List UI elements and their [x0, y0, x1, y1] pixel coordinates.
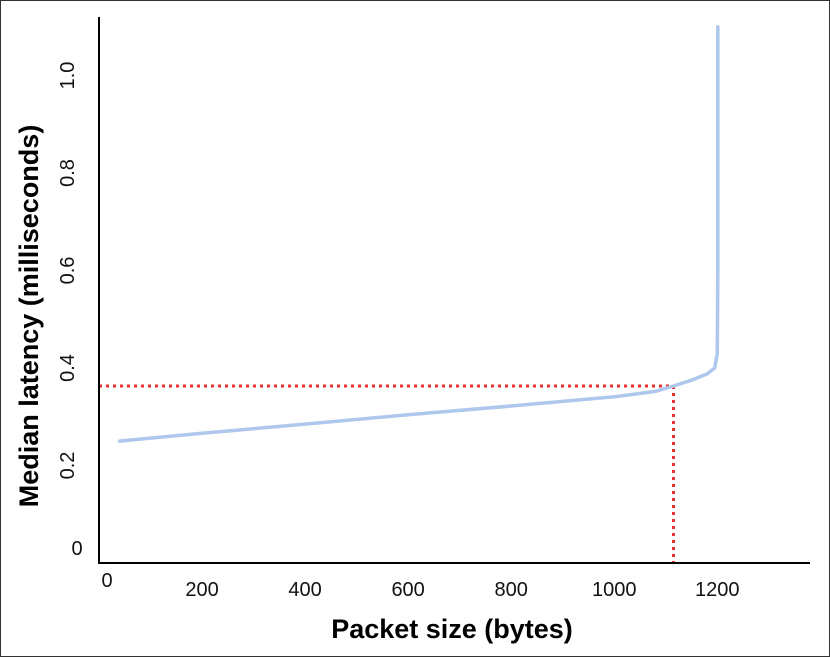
- reference-lines: [99, 384, 675, 563]
- x-tick-label: 1000: [592, 579, 637, 601]
- x-tick-label: 800: [494, 579, 527, 601]
- x-tick-label: 400: [288, 579, 321, 601]
- x-tick-label: 0: [101, 570, 112, 592]
- series-group: [117, 25, 720, 443]
- latency-series-line: [117, 25, 720, 443]
- x-tick-label: 200: [185, 579, 218, 601]
- axes: [98, 17, 810, 564]
- y-tick-label: 0: [71, 538, 82, 560]
- y-tick-label: 0.8: [57, 159, 79, 187]
- x-tick-label: 600: [391, 579, 424, 601]
- y-tick-label: 0.2: [57, 452, 79, 480]
- x-axis-title: Packet size (bytes): [331, 614, 573, 644]
- y-axis-ticks: 0 0.2 0.4 0.6 0.8 1.0: [57, 62, 83, 560]
- x-axis-ticks: 0 200 400 600 800 1000 1200: [101, 570, 739, 601]
- y-tick-label: 0.6: [57, 257, 79, 285]
- y-tick-label: 1.0: [57, 62, 79, 90]
- y-tick-label: 0.4: [57, 354, 79, 382]
- y-axis-title: Median latency (milliseconds): [14, 125, 44, 508]
- x-tick-label: 1200: [695, 579, 740, 601]
